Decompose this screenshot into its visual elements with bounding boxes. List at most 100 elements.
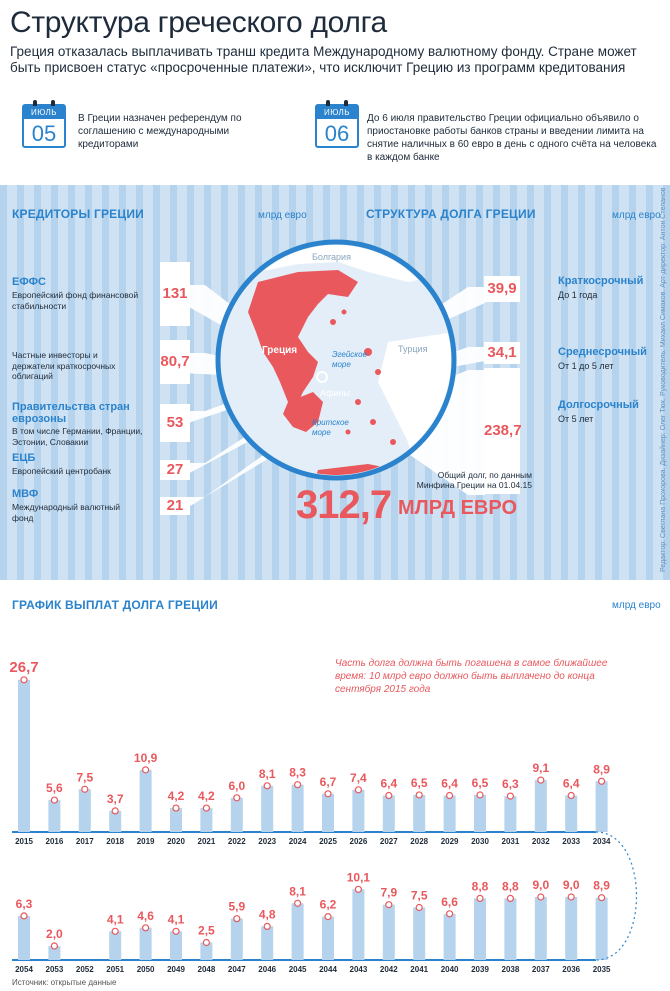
- tick-label: 2053: [46, 965, 64, 974]
- data-label: 9,1: [532, 761, 549, 775]
- bar: [595, 897, 608, 960]
- bar-marker: [446, 910, 454, 918]
- bar: [443, 913, 456, 960]
- bar: [78, 789, 91, 832]
- peloponnese-shape: [283, 392, 323, 432]
- bar: [170, 931, 182, 960]
- greece-map: [221, 245, 451, 475]
- data-label: 10,1: [347, 870, 371, 884]
- greece-mainland-shape: [248, 270, 358, 407]
- bar: [413, 794, 426, 832]
- bar: [261, 785, 274, 832]
- bar: [322, 916, 334, 960]
- data-label: 6,5: [411, 776, 428, 790]
- tick-label: 2047: [228, 965, 246, 974]
- tick-label: 2021: [198, 837, 216, 846]
- bar-marker: [20, 676, 28, 684]
- bar-marker: [294, 781, 302, 789]
- bar-marker: [567, 791, 575, 800]
- bar-marker: [294, 899, 302, 907]
- bar-marker: [233, 794, 241, 802]
- bar: [504, 898, 517, 960]
- tick-label: 2040: [441, 965, 459, 974]
- bar: [230, 918, 243, 960]
- bar-marker: [142, 924, 150, 932]
- data-label: 4,1: [107, 912, 124, 926]
- structure-name: Среднесрочный: [558, 346, 647, 358]
- tick-label: 2046: [258, 965, 276, 974]
- creditor-desc: Европейский центробанк: [12, 466, 111, 476]
- tick-label: 2017: [76, 837, 94, 846]
- bar-marker: [324, 790, 332, 798]
- data-label: 10,9: [134, 751, 158, 765]
- bar-marker: [537, 893, 545, 901]
- tick-label: 2029: [441, 837, 459, 846]
- bar-marker: [506, 792, 514, 800]
- bar: [595, 781, 608, 832]
- data-label: 8,1: [259, 767, 276, 781]
- bar: [139, 927, 152, 960]
- data-label: 7,5: [411, 889, 428, 903]
- map-label-aegean: Эгейское море: [332, 350, 367, 369]
- bar: [352, 789, 365, 832]
- structure-desc: От 5 лет: [558, 414, 594, 424]
- bar-marker: [142, 766, 150, 774]
- data-label: 5,6: [46, 781, 63, 795]
- tick-label: 2048: [198, 965, 216, 974]
- tick-label: 2031: [502, 837, 520, 846]
- creditor-value: 80,7: [160, 340, 190, 384]
- bar-marker: [263, 782, 271, 790]
- data-label: 6,6: [441, 895, 458, 909]
- creditor-value: 131: [160, 262, 190, 326]
- bar-marker: [476, 894, 484, 902]
- data-label: 6,4: [563, 777, 580, 791]
- tick-label: 2024: [289, 837, 307, 846]
- data-label: 6,3: [16, 897, 33, 911]
- map-label-bulgaria: Болгария: [312, 252, 351, 262]
- chart-note: Часть долга должна быть погашена в самое…: [335, 658, 608, 695]
- bar: [200, 808, 213, 832]
- data-label: 7,9: [380, 886, 397, 900]
- structure-value: 39,9: [484, 276, 520, 302]
- map-label-cretan: Критское море: [312, 418, 349, 437]
- data-label: 3,7: [107, 792, 124, 806]
- bar: [291, 784, 304, 832]
- data-label: 5,9: [228, 900, 245, 914]
- data-label: 6,4: [380, 777, 397, 791]
- data-label: 2,5: [198, 924, 215, 938]
- tick-label: 2018: [106, 837, 124, 846]
- tick-label: 2043: [350, 965, 368, 974]
- creditor-desc: В том числе Германии, Франции, Эстонии, …: [12, 426, 143, 447]
- creditor-value: 27: [160, 460, 190, 480]
- structure-unit: млрд евро: [612, 210, 661, 221]
- tick-label: 2036: [562, 965, 580, 974]
- creditor-desc: Частные инвесторы и держатели краткосроч…: [12, 350, 116, 381]
- data-label: 6,4: [441, 777, 458, 791]
- tick-label: 2051: [106, 965, 124, 974]
- bar: [18, 915, 30, 960]
- data-label: 8,3: [289, 766, 306, 780]
- tick-label: 2049: [167, 965, 185, 974]
- data-label: 8,8: [502, 879, 519, 893]
- bar: [109, 931, 122, 960]
- bar: [170, 808, 182, 832]
- bar: [48, 800, 61, 832]
- bar: [322, 793, 334, 832]
- bar: [443, 795, 456, 832]
- crete-shape: [316, 464, 388, 475]
- structure-name: Краткосрочный: [558, 275, 644, 287]
- calendar-day: 05: [31, 121, 57, 146]
- tick-label: 2050: [137, 965, 155, 974]
- data-label: 6,7: [320, 775, 337, 789]
- bar: [291, 903, 304, 960]
- map-ring: [215, 239, 457, 481]
- tick-label: 2027: [380, 837, 398, 846]
- bar-marker: [324, 913, 332, 921]
- tick-label: 2023: [258, 837, 276, 846]
- calendar-month: ИЮЛЬ: [24, 106, 64, 119]
- data-label: 4,2: [198, 789, 215, 803]
- payment-chart: 26,7 2015 5,6 2016 7,5 2017 3,7 2018 10,9 2019 4,2…: [9, 659, 638, 974]
- tick-label: 2016: [46, 837, 64, 846]
- bar-marker: [20, 912, 28, 920]
- total-value: 312,7: [296, 483, 392, 527]
